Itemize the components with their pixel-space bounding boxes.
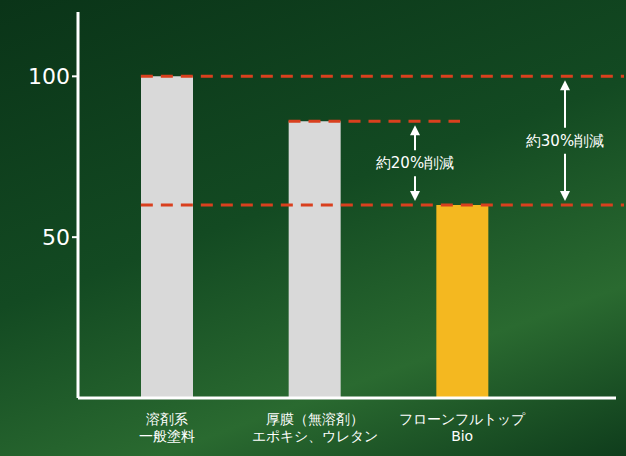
svg-text:厚膜（無溶剤）エポキシ、ウレタン: 厚膜（無溶剤）エポキシ、ウレタン <box>252 411 378 444</box>
svg-text:50: 50 <box>42 225 70 250</box>
svg-text:100: 100 <box>28 64 70 89</box>
svg-text:フローンフルトップBio: フローンフルトップBio <box>399 411 526 444</box>
svg-text:約20%削減: 約20%削減 <box>376 154 454 172</box>
svg-text:溶剤系一般塗料: 溶剤系一般塗料 <box>139 411 195 444</box>
svg-text:約30%削減: 約30%削減 <box>526 132 604 150</box>
